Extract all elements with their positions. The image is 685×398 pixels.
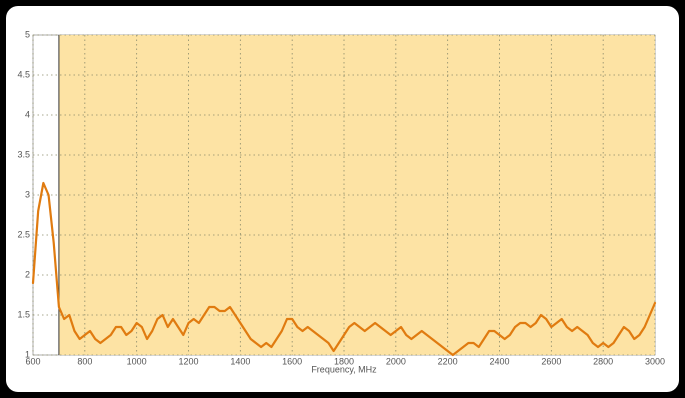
- x-tick-label: 600: [25, 356, 40, 366]
- y-tick-label: 2.5: [17, 229, 30, 239]
- y-tick-label: 1.5: [17, 309, 30, 319]
- x-tick-label: 3000: [645, 356, 665, 366]
- shaded-region: [58, 35, 655, 355]
- x-tick-label: 1600: [282, 356, 302, 366]
- y-tick-label: 3: [25, 189, 30, 199]
- x-tick-label: 2600: [541, 356, 561, 366]
- x-tick-label: 1400: [230, 356, 250, 366]
- x-tick-label: 800: [77, 356, 92, 366]
- y-tick-label: 3.5: [17, 149, 30, 159]
- y-tick-label: 4.5: [17, 69, 30, 79]
- x-tick-label: 2200: [438, 356, 458, 366]
- x-tick-label: 2000: [386, 356, 406, 366]
- x-tick-label: 1800: [334, 356, 354, 366]
- x-tick-label: 2400: [489, 356, 509, 366]
- x-axis-label: Frequency, MHz: [311, 364, 377, 374]
- x-tick-label: 1000: [127, 356, 147, 366]
- y-tick-label: 1: [25, 349, 30, 359]
- series-line: [31, 181, 657, 357]
- x-tick-label: 2800: [593, 356, 613, 366]
- plot-area: 1 1.5 2 2.5 3 3.5 4 4.5 5 600 800 1000 1200 1400 1600 1…: [17, 29, 665, 366]
- y-tick-label: 4: [25, 109, 30, 119]
- x-tick-label: 1200: [178, 356, 198, 366]
- y-tick-label: 2: [25, 269, 30, 279]
- y-tick-label: 5: [25, 29, 30, 39]
